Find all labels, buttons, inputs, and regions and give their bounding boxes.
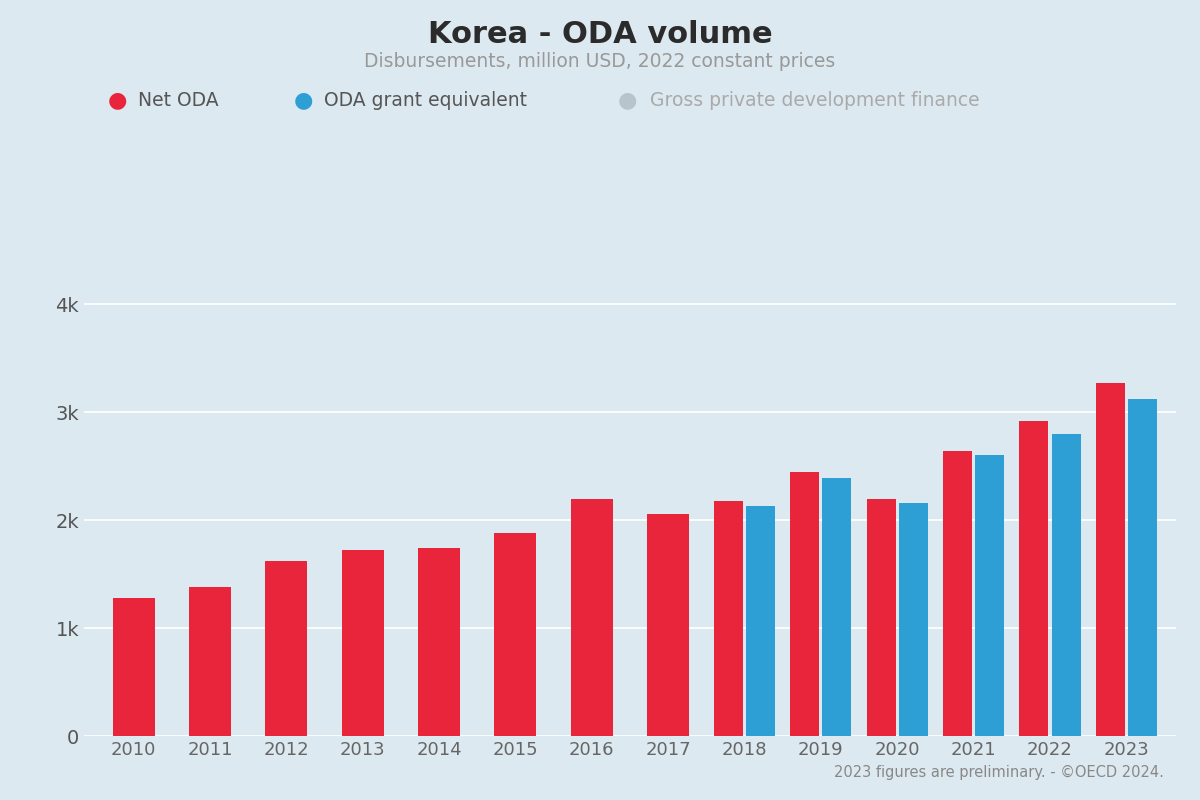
Text: Net ODA: Net ODA — [138, 90, 218, 110]
Text: 2023 figures are preliminary. - ©OECD 2024.: 2023 figures are preliminary. - ©OECD 20… — [834, 765, 1164, 780]
Bar — [113, 598, 155, 736]
Bar — [714, 501, 743, 736]
Bar — [647, 514, 689, 736]
Bar — [791, 472, 820, 736]
Text: Korea - ODA volume: Korea - ODA volume — [427, 20, 773, 49]
Text: Disbursements, million USD, 2022 constant prices: Disbursements, million USD, 2022 constan… — [365, 52, 835, 71]
Text: ●: ● — [294, 90, 313, 110]
Bar — [494, 533, 536, 736]
Bar — [342, 550, 384, 736]
Text: ●: ● — [108, 90, 127, 110]
Bar — [1096, 383, 1124, 736]
Bar — [418, 548, 460, 736]
Text: ODA grant equivalent: ODA grant equivalent — [324, 90, 527, 110]
Bar — [943, 451, 972, 736]
Text: ●: ● — [618, 90, 637, 110]
Bar — [1051, 434, 1080, 736]
Bar — [746, 506, 775, 736]
Text: Gross private development finance: Gross private development finance — [650, 90, 980, 110]
Bar — [899, 503, 928, 736]
Bar — [1020, 421, 1049, 736]
Bar — [265, 561, 307, 736]
Bar — [822, 478, 852, 736]
Bar — [571, 498, 613, 736]
Bar — [866, 498, 895, 736]
Bar — [190, 587, 230, 736]
Bar — [976, 455, 1004, 736]
Bar — [1128, 399, 1157, 736]
